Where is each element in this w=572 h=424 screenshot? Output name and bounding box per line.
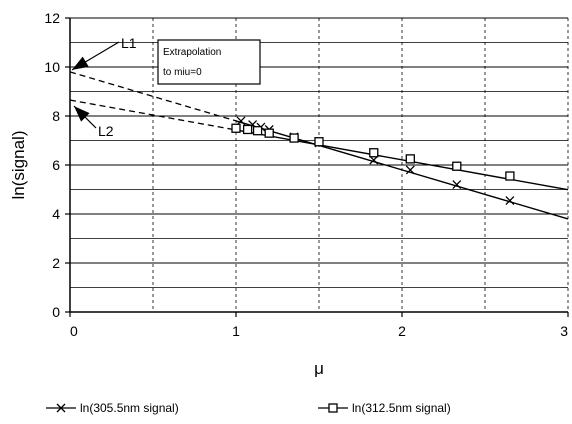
L1-arrow-head: [72, 56, 89, 70]
y-tick-label-1: 2: [52, 255, 60, 271]
point-series-2-6: [369, 148, 379, 158]
y-tick-label-5: 10: [44, 59, 60, 75]
legend-label-series-1: ln(305.5nm signal): [80, 401, 179, 415]
y-tick-label-6: 12: [44, 10, 60, 26]
label-L1: L1: [121, 35, 137, 51]
point-series-1-6: [369, 155, 379, 165]
point-series-1-9: [505, 196, 515, 205]
x-tick-label-0: 0: [70, 323, 78, 339]
point-series-1-0: [236, 116, 246, 126]
x-tick-label-1: 1: [232, 323, 240, 339]
point-series-1-7: [405, 165, 415, 175]
label-L2: L2: [98, 123, 114, 139]
point-series-2-0: [231, 123, 241, 133]
point-series-2-3: [264, 128, 274, 138]
point-series-2-4: [289, 133, 299, 143]
x-tick-label-2: 2: [398, 323, 406, 339]
y-tick-label-3: 6: [52, 157, 60, 173]
y-tick-label-4: 8: [52, 108, 60, 124]
point-series-1-8: [452, 180, 462, 190]
point-series-2-1: [242, 124, 253, 135]
axes: [65, 17, 569, 317]
data-markers: [231, 116, 515, 205]
point-series-2-2: [252, 126, 263, 136]
x-tick-label-3: 3: [560, 323, 568, 339]
y-axis-title: ln(signal): [9, 131, 28, 200]
legend-marker-series-1: [56, 403, 66, 413]
fit-extrapolation-series-2: [69, 99, 237, 131]
point-series-2-8: [452, 161, 462, 171]
L2-arrow-head: [74, 106, 90, 122]
grid-lines: [70, 17, 569, 312]
fit-extrapolation-series-1: [69, 71, 237, 122]
point-series-2-5: [314, 137, 324, 147]
legend-label-series-2: ln(312.5nm signal): [352, 401, 451, 415]
annotation-line-1: Extrapolation: [163, 47, 221, 58]
y-tick-label-0: 0: [52, 304, 60, 320]
legend: ln(305.5nm signal) ln(312.5nm signal): [46, 401, 451, 415]
point-series-2-7: [405, 154, 415, 164]
point-series-2-9: [505, 171, 515, 181]
annotation-line-2: to miu=0: [163, 67, 202, 78]
x-axis-title: μ: [314, 359, 324, 378]
legend-marker-series-2: [328, 403, 338, 413]
annotation-box: [157, 39, 261, 85]
annotations: Extrapolation to miu=0 L1 L2: [98, 35, 261, 139]
y-tick-label-2: 4: [52, 206, 60, 222]
